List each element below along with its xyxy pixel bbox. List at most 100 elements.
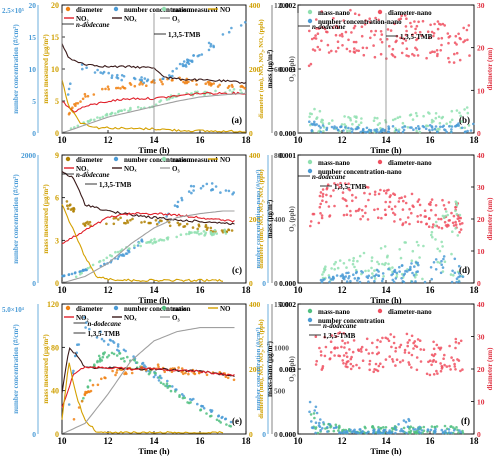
data-point (455, 201, 459, 205)
panel-letter: (e) (232, 416, 242, 426)
data-point (93, 71, 97, 74)
data-point (122, 254, 126, 257)
legend-label: NO₂ (76, 314, 89, 322)
data-point (188, 230, 191, 234)
legend-swatch (307, 18, 313, 24)
data-point (313, 120, 316, 124)
x-tick-label: 14 (150, 436, 160, 446)
series-number concentration (67, 316, 233, 424)
data-point (395, 358, 399, 362)
data-point (72, 418, 76, 421)
data-point (453, 271, 457, 275)
series-NO (61, 204, 224, 283)
y-tick-label: 120 (47, 300, 59, 309)
data-point (412, 274, 416, 277)
data-point (445, 210, 448, 213)
data-point (463, 126, 467, 130)
data-point (178, 222, 182, 226)
data-point (188, 398, 192, 401)
data-point (438, 121, 442, 125)
data-point (326, 430, 329, 433)
data-point (143, 77, 147, 80)
data-point (382, 189, 386, 193)
data-point (419, 348, 423, 351)
data-point (352, 273, 355, 277)
far-left-tick-label: 0 (32, 430, 36, 439)
data-point (447, 41, 450, 45)
data-point (444, 429, 447, 433)
legend-label: NO₂ (76, 165, 89, 173)
data-point (439, 125, 442, 129)
data-point (97, 260, 101, 264)
far-left-tick-label: 0 (262, 430, 266, 439)
data-point (456, 234, 460, 237)
data-point (443, 24, 447, 27)
data-point (139, 244, 142, 248)
data-point (352, 339, 356, 342)
data-point (217, 414, 220, 418)
data-point (461, 368, 464, 371)
data-point (184, 63, 187, 67)
legend-label: NOₓ (124, 314, 138, 322)
data-point (434, 268, 438, 271)
data-point (182, 60, 186, 63)
data-point (442, 430, 445, 434)
data-point (373, 277, 377, 280)
data-point (459, 339, 463, 343)
data-point (334, 423, 338, 427)
data-point (408, 431, 412, 435)
legend-label: mass (172, 305, 187, 313)
data-point (338, 431, 342, 434)
data-point (365, 275, 369, 279)
data-point (414, 46, 417, 50)
data-point (190, 191, 193, 195)
data-point (416, 54, 420, 57)
data-point (146, 78, 150, 81)
data-point (413, 265, 416, 268)
data-point (463, 108, 466, 111)
data-point (351, 122, 354, 126)
data-point (215, 232, 218, 235)
data-point (345, 47, 349, 51)
data-point (330, 125, 334, 129)
x-tick-label: 12 (104, 135, 114, 145)
data-point (116, 76, 120, 80)
annotation-text: 1,3,5-TMB (323, 332, 356, 340)
data-point (321, 273, 324, 276)
data-point (384, 213, 388, 216)
data-point (414, 430, 417, 434)
data-point (313, 409, 317, 412)
data-point (197, 224, 201, 228)
data-point (316, 45, 320, 49)
far-left-axis-label: number concentration (#/cm³) (255, 327, 262, 410)
data-point (162, 382, 165, 386)
data-point (406, 216, 410, 219)
right-tick-label: 200 (249, 365, 261, 374)
data-point (416, 261, 420, 265)
data-point (86, 94, 90, 98)
right-tick-label: 20 (477, 215, 485, 224)
data-point (158, 376, 161, 379)
far-left-tick-label: 0 (32, 279, 36, 288)
data-point (214, 89, 217, 93)
data-point (71, 371, 75, 375)
data-point (326, 43, 330, 47)
data-point (373, 55, 377, 59)
data-point (423, 209, 427, 212)
data-point (373, 116, 377, 120)
data-point (387, 205, 391, 208)
data-point (401, 130, 405, 134)
annotation-text: 1,3,5-TMB (99, 181, 132, 189)
data-point (431, 235, 434, 239)
data-point (458, 36, 462, 40)
data-point (391, 358, 394, 361)
data-point (446, 223, 450, 227)
data-point (400, 264, 404, 267)
data-point (321, 365, 325, 368)
data-point (417, 427, 420, 431)
data-point (350, 130, 354, 134)
data-point (463, 39, 467, 42)
data-point (103, 351, 106, 354)
right-tick-label: 400 (249, 1, 261, 10)
data-point (308, 120, 311, 123)
